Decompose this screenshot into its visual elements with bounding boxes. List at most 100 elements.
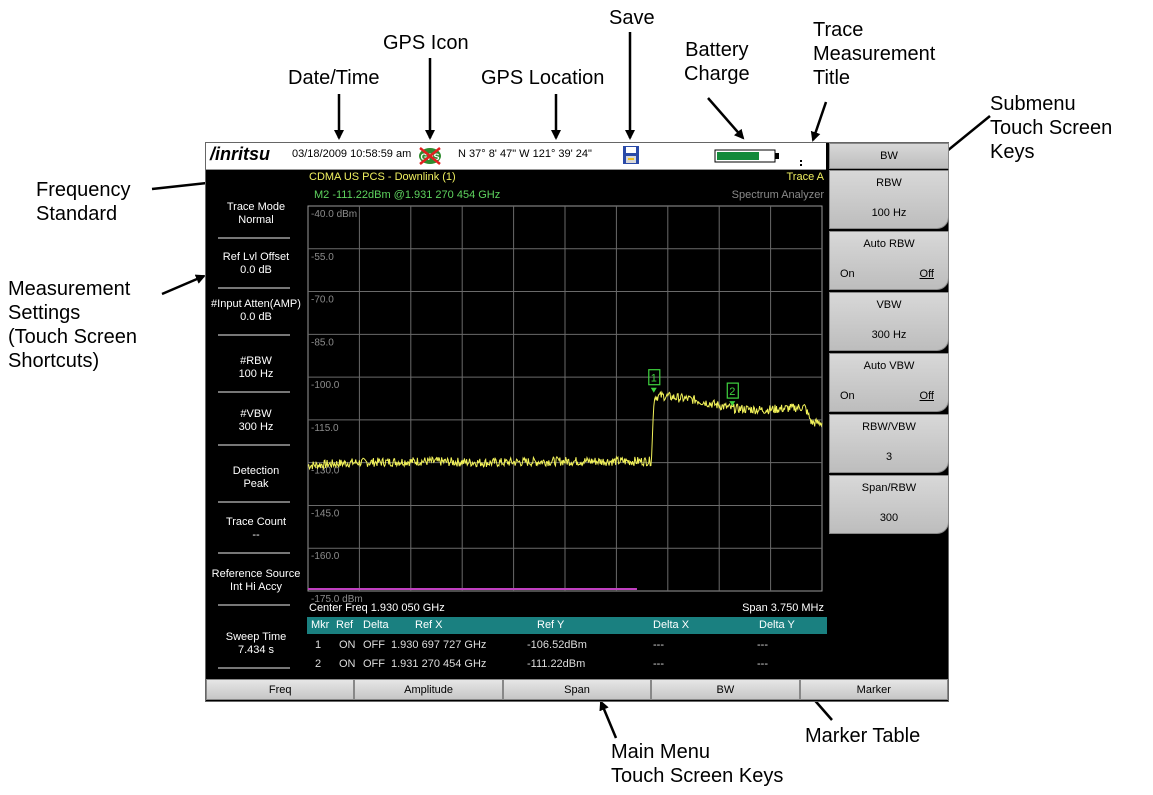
setting-sweep-time[interactable]: Sweep Time 7.434 s — [206, 631, 306, 657]
status-bar: /inritsu 03/18/2009 10:58:59 am GPS N 37… — [206, 143, 826, 170]
softkey-value: 100 Hz — [871, 207, 907, 219]
marker-readout: M2 -111.22dBm @1.931 270 454 GHz — [314, 189, 501, 201]
softkey-auto-vbw[interactable]: Auto VBW On Off — [829, 353, 949, 412]
marker-table-cell: -106.52dBm — [527, 639, 587, 651]
marker-table-col-ref: Ref — [336, 619, 354, 631]
battery-icon — [714, 149, 780, 163]
softkey-label: Auto RBW — [863, 238, 915, 250]
softkey-span-rbw[interactable]: Span/RBW 300 — [829, 475, 949, 534]
marker-table: Mkr Ref Delta Ref X Ref Y Delta X Delta Y 1 ON O… — [307, 617, 827, 677]
setting-rbw[interactable]: #RBW 100 Hz — [206, 355, 306, 381]
callout-save: Save — [609, 7, 655, 29]
softkey-rbw[interactable]: RBW 100 Hz — [829, 170, 949, 229]
y-tick-label: -100.0 — [311, 380, 340, 391]
setting-label: Ref Lvl Offset — [222, 251, 290, 263]
softkey-option-on: On — [840, 390, 855, 402]
y-tick-label: -145.0 — [311, 508, 340, 519]
marker-table-cell: 1.931 270 454 GHz — [391, 658, 487, 670]
marker-table-row[interactable]: 1 ON OFF 1.930 697 727 GHz -106.52dBm --- --- — [307, 639, 827, 656]
setting-separator — [218, 334, 290, 336]
menu-span[interactable]: Span — [502, 679, 652, 700]
setting-reference-source[interactable]: Reference Source Int Hi Accy — [206, 568, 306, 594]
setting-trace-count[interactable]: Trace Count -- — [206, 516, 306, 542]
marker-table-cell: ON — [339, 639, 356, 651]
setting-vbw[interactable]: #VBW 300 Hz — [206, 408, 306, 434]
mode-label: Spectrum Analyzer — [731, 189, 824, 201]
marker-table-cell: 1.930 697 727 GHz — [391, 639, 487, 651]
setting-label: #Input Atten(AMP) — [211, 298, 301, 310]
trace-a-line — [307, 390, 823, 471]
marker-table-cell: ON — [339, 658, 356, 670]
marker-table-cell: OFF — [363, 658, 385, 670]
softkey-vbw[interactable]: VBW 300 Hz — [829, 292, 949, 351]
setting-label: Reference Source — [211, 568, 301, 580]
setting-value: Peak — [243, 478, 269, 490]
marker-table-col-mkr: Mkr — [311, 619, 330, 631]
callout-battery: Battery Charge — [684, 39, 750, 85]
setting-value: Normal — [238, 214, 274, 226]
setting-label: #VBW — [240, 408, 272, 420]
setting-input-atten-amp[interactable]: #Input Atten(AMP) 0.0 dB — [206, 298, 306, 324]
y-tick-label: -40.0 dBm — [311, 209, 357, 220]
marker-pointer — [729, 401, 736, 407]
y-tick-label: -175.0 dBm — [311, 594, 363, 605]
softkey-value: 300 — [879, 512, 899, 524]
y-tick-label: -70.0 — [311, 295, 334, 306]
setting-label: Trace Mode — [226, 201, 286, 213]
save-icon[interactable] — [622, 145, 640, 165]
callout-freq-standard: Frequency Standard — [36, 179, 131, 225]
setting-value: 7.434 s — [237, 644, 275, 656]
setting-detection[interactable]: Detection Peak — [206, 465, 306, 491]
marker-table-col-delta: Delta — [363, 619, 389, 631]
marker-table-header: Mkr Ref Delta Ref X Ref Y Delta X Delta Y — [307, 617, 827, 634]
setting-separator — [218, 552, 290, 554]
setting-value: 100 Hz — [238, 368, 274, 380]
setting-label: Trace Count — [225, 516, 287, 528]
setting-label: Sweep Time — [225, 631, 287, 643]
setting-separator — [218, 604, 290, 606]
marker-table-row[interactable]: 2 ON OFF 1.931 270 454 GHz -111.22dBm --- --- — [307, 658, 827, 675]
marker-label: 1 — [651, 373, 657, 385]
y-tick-label: -85.0 — [311, 337, 334, 348]
marker-2[interactable]: 2 — [726, 382, 739, 407]
submenu-title: BW — [829, 143, 949, 169]
marker-table-col-ref-y: Ref Y — [537, 619, 565, 631]
marker-label: 2 — [729, 386, 735, 398]
spectrum-plot: -40.0 dBm -55.0 -70.0 -85.0 -100.0 -115.0 -130… — [307, 205, 823, 605]
setting-label: Detection — [232, 465, 280, 477]
marker-table-cell: -111.22dBm — [527, 658, 586, 670]
menu-marker[interactable]: Marker — [799, 679, 948, 700]
center-freq[interactable]: Center Freq 1.930 050 GHz — [309, 602, 445, 614]
softkey-option-off: Off — [919, 268, 934, 280]
menu-amplitude[interactable]: Amplitude — [354, 679, 503, 700]
marker-table-cell: 1 — [315, 639, 322, 651]
callout-meas-settings: Measurement Settings (Touch Screen Short… — [8, 278, 137, 372]
setting-trace-mode[interactable]: Trace Mode Normal — [206, 201, 306, 227]
y-tick-label: -160.0 — [311, 551, 340, 562]
softkey-rbw-vbw[interactable]: RBW/VBW 3 — [829, 414, 949, 473]
callout-submenu: Submenu Touch Screen Keys — [990, 93, 1113, 163]
setting-ref-lvl-offset[interactable]: Ref Lvl Offset 0.0 dB — [206, 251, 306, 277]
setting-separator — [218, 667, 290, 669]
softkey-label: Auto VBW — [863, 360, 915, 372]
callout-gps-location: GPS Location — [481, 67, 605, 89]
softkey-label: Span/RBW — [861, 482, 917, 494]
gps-icon[interactable]: GPS — [418, 146, 442, 166]
setting-label: #RBW — [240, 355, 272, 367]
marker-table-cell: --- — [757, 639, 768, 651]
callout-marker-table: Marker Table — [805, 725, 921, 747]
setting-value: -- — [252, 529, 260, 541]
frequency-standard[interactable]: CDMA US PCS - Downlink (1) — [309, 171, 456, 183]
menu-freq[interactable]: Freq — [206, 679, 355, 700]
span-label[interactable]: Span 3.750 MHz — [742, 602, 824, 614]
marker-table-cell: --- — [653, 658, 664, 670]
callout-trace-title: Trace Measurement Title — [813, 19, 936, 89]
callout-main-menu: Main Menu Touch Screen Keys — [611, 741, 784, 787]
marker-1[interactable]: 1 — [648, 369, 661, 393]
softkey-auto-rbw[interactable]: Auto RBW On Off — [829, 231, 949, 290]
softkey-option-off: Off — [919, 390, 934, 402]
setting-value: 0.0 dB — [240, 264, 272, 276]
trace-title: Trace A — [786, 171, 825, 183]
instrument-screen: /inritsu 03/18/2009 10:58:59 am GPS N 37… — [205, 142, 949, 702]
menu-bw[interactable]: BW — [651, 679, 800, 700]
